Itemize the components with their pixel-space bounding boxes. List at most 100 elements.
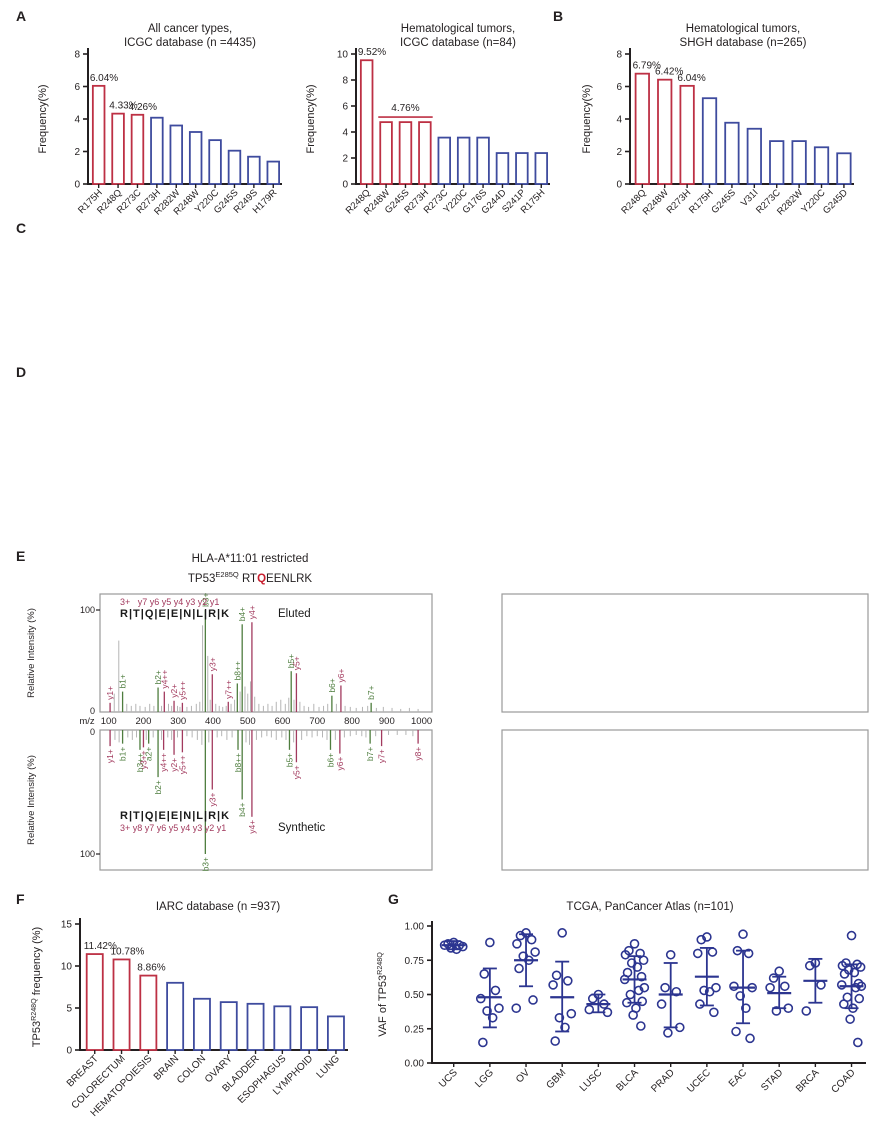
mirror-spectrum: y1+b1+ b2+y4++y2+y5++b3+y3+y7++b8++b4+ y4+… — [26, 593, 433, 871]
svg-text:100: 100 — [80, 605, 95, 615]
svg-text:Frequency(%): Frequency(%) — [305, 84, 317, 153]
error-bar-LGG — [477, 967, 502, 1029]
svg-text:4: 4 — [342, 128, 348, 139]
bar-G245S — [724, 121, 740, 185]
synthetic-label-left: Synthetic — [278, 822, 326, 834]
svg-text:y4+: y4+ — [247, 605, 257, 619]
svg-text:b2+: b2+ — [153, 780, 163, 794]
bar-R273H — [679, 84, 695, 185]
svg-text:SHGH database (n=265): SHGH database (n=265) — [680, 37, 807, 49]
svg-text:y8+: y8+ — [413, 747, 423, 761]
svg-text:b1+: b1+ — [118, 747, 128, 761]
svg-text:ICGC database (n =4435): ICGC database (n =4435) — [124, 37, 256, 49]
svg-text:4: 4 — [74, 115, 80, 126]
bar-R273H — [418, 121, 432, 185]
svg-text:y1+: y1+ — [105, 686, 115, 700]
svg-text:8: 8 — [342, 76, 348, 87]
svg-text:b1+: b1+ — [118, 674, 128, 688]
svg-text:2: 2 — [74, 147, 80, 158]
points-EAC — [729, 929, 757, 1044]
svg-text:b7+: b7+ — [365, 747, 375, 761]
workflow-diagram — [0, 362, 874, 550]
bar-R282W — [169, 124, 183, 185]
svg-text:b2+: b2+ — [153, 670, 163, 684]
svg-text:2: 2 — [616, 147, 622, 158]
bar-chart-iarc: IARC database (n =937)051015BREASTCOLORE… — [30, 901, 348, 1119]
svg-text:200: 200 — [136, 716, 152, 727]
bar-OVARY — [219, 1001, 238, 1051]
points-UCEC — [692, 932, 721, 1018]
svg-text:4: 4 — [616, 115, 622, 126]
bar-R248W — [188, 131, 203, 185]
bar-R175H — [701, 97, 718, 185]
svg-text:All cancer types,: All cancer types, — [148, 23, 232, 35]
bar-G245D — [836, 152, 852, 185]
svg-text:500: 500 — [240, 716, 256, 727]
svg-text:TP53R248Q frequency (%): TP53R248Q frequency (%) — [30, 927, 43, 1047]
svg-text:y3++: y3++ — [138, 750, 148, 769]
bar-BREAST — [85, 953, 104, 1051]
svg-text:15: 15 — [61, 920, 73, 931]
bar-BLADDER — [246, 1002, 265, 1051]
svg-text:0: 0 — [66, 1046, 72, 1057]
svg-text:600: 600 — [275, 716, 291, 727]
svg-text:700: 700 — [309, 716, 325, 727]
error-bar-EAC — [731, 949, 756, 1025]
svg-text:0: 0 — [616, 180, 622, 191]
bar-Y220C — [813, 146, 830, 185]
svg-text:y4++: y4++ — [159, 753, 169, 772]
svg-text:y5++: y5++ — [177, 755, 187, 774]
bar-R248W — [657, 78, 673, 185]
bar-G176S — [476, 136, 490, 185]
svg-text:b5+: b5+ — [284, 753, 294, 767]
panel-label-d: D — [16, 364, 27, 380]
svg-text:5: 5 — [66, 1004, 72, 1015]
eluted-peaks: y1+b1+ b2+y4++y2+y5++ b3+ y3+ y7++b8++ b4+ y4+… — [105, 593, 419, 712]
svg-text:G245S: G245S — [709, 187, 738, 216]
svg-text:4.33%: 4.33% — [109, 101, 137, 112]
synthetic-peaks: y1+ b1+ b3++y3++a2+ b2+ y4++ y2+y5++ b3+ y3+ b8+… — [105, 730, 423, 871]
svg-text:0.75: 0.75 — [405, 956, 425, 967]
svg-text:COAD: COAD — [829, 1067, 857, 1095]
bar-G245S — [227, 149, 242, 185]
svg-text:b6+: b6+ — [327, 678, 337, 692]
svg-text:10: 10 — [61, 962, 73, 973]
svg-text:LUSC: LUSC — [578, 1067, 605, 1094]
panel-label-a: A — [16, 8, 27, 24]
bar-R248Q — [111, 112, 125, 185]
svg-text:0: 0 — [74, 180, 80, 191]
panel-label-e: E — [16, 548, 26, 564]
panel-label-f: F — [16, 891, 25, 907]
bar-R248W — [379, 121, 393, 185]
panel-label-g: G — [388, 891, 399, 907]
svg-text:LUNG: LUNG — [315, 1053, 343, 1081]
svg-text:4.26%: 4.26% — [129, 102, 157, 113]
svg-text:y1+: y1+ — [105, 749, 115, 763]
bar-chart-hematological-shgh: Hematological tumors, SHGH database (n=26… — [581, 23, 854, 218]
eluted-annotation-right — [510, 594, 518, 606]
bar-COLON — [192, 997, 211, 1051]
svg-text:EAC: EAC — [727, 1067, 749, 1089]
bar-R248Q — [359, 59, 374, 185]
svg-text:G245D: G245D — [821, 187, 850, 216]
bars — [359, 59, 548, 185]
svg-text:UCS: UCS — [437, 1067, 460, 1090]
bar-chart: Hematological tumors, SHGH database (n=26… — [581, 23, 854, 218]
bar-Y220C — [208, 139, 222, 185]
bar-S241P — [515, 152, 529, 185]
svg-text:b6+: b6+ — [325, 753, 335, 767]
svg-text:y2+: y2+ — [169, 684, 179, 698]
svg-text:6: 6 — [74, 82, 80, 93]
svg-text:y2+: y2+ — [169, 758, 179, 772]
construct-diagram — [0, 222, 874, 364]
svg-text:y3+: y3+ — [207, 792, 217, 806]
points-BLCA — [619, 939, 650, 1031]
bar-R248Q — [634, 72, 650, 185]
bar-ESOPHAGUS — [273, 1005, 292, 1051]
spectrum-left-group: HLA-A*11:01 restricted TP53E285Q RTQEENL… — [20, 552, 440, 897]
svg-text:8.86%: 8.86% — [137, 963, 165, 974]
svg-text:10.78%: 10.78% — [111, 946, 145, 957]
eluted-annotation-left: 3+ y7 y6 y5 y4 y3 y2 y1 R|T|Q|E|E|N|L|R|… — [120, 597, 231, 620]
bar-Y220C — [456, 136, 471, 185]
